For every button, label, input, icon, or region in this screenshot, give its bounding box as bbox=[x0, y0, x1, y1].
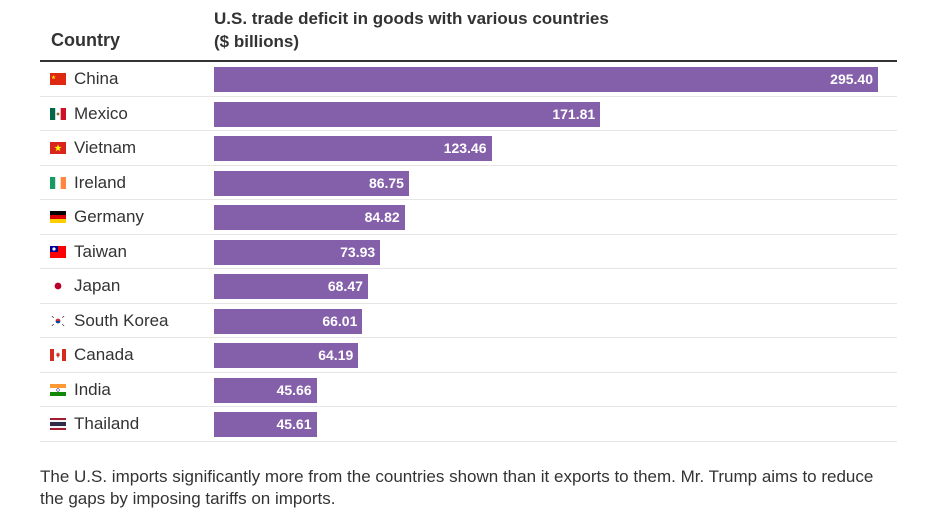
bar: 73.93 bbox=[214, 239, 381, 265]
bar: 295.40 bbox=[214, 67, 878, 92]
chart-title-line-1: U.S. trade deficit in goods with various… bbox=[214, 9, 609, 28]
bar-value-label: 171.81 bbox=[552, 105, 596, 122]
bar-value-label: 66.01 bbox=[322, 312, 358, 329]
bar-value-label: 295.40 bbox=[830, 71, 873, 87]
bar: 86.75 bbox=[214, 170, 409, 196]
country-label: Taiwan bbox=[74, 241, 127, 261]
bar-value-label: 123.46 bbox=[443, 140, 487, 156]
ireland-flag-icon bbox=[50, 176, 66, 189]
country-label: South Korea bbox=[74, 310, 169, 330]
bar: 171.81 bbox=[214, 101, 601, 127]
country-label: India bbox=[74, 379, 111, 399]
mexico-flag-icon bbox=[50, 107, 66, 120]
table-row: South Korea 66.01 bbox=[40, 304, 897, 338]
bar-value-label: 73.93 bbox=[340, 243, 376, 260]
country-label: Thailand bbox=[74, 414, 140, 433]
bar-value-label: 45.66 bbox=[276, 381, 312, 398]
country-label: Germany bbox=[74, 207, 144, 226]
bar: 123.46 bbox=[214, 136, 492, 161]
country-label: Canada bbox=[74, 345, 134, 364]
bar-value-label: 45.61 bbox=[276, 416, 312, 432]
taiwan-flag-icon bbox=[50, 245, 66, 258]
bar: 45.66 bbox=[214, 377, 317, 403]
table-row: Ireland 86.75 bbox=[40, 166, 897, 200]
bar: 64.19 bbox=[214, 343, 359, 368]
germany-flag-icon bbox=[50, 211, 66, 223]
bar-value-label: 84.82 bbox=[364, 209, 400, 225]
table-row: Mexico 171.81 bbox=[40, 97, 897, 131]
bar-value-label: 68.47 bbox=[327, 278, 363, 294]
canada-flag-icon bbox=[50, 349, 66, 361]
japan-flag-icon bbox=[50, 280, 66, 292]
table-row: Canada 64.19 bbox=[40, 338, 897, 373]
chart-title: U.S. trade deficit in goods with various… bbox=[214, 7, 609, 53]
vietnam-flag-icon bbox=[50, 142, 66, 154]
chart-title-line-2: ($ billions) bbox=[214, 32, 299, 51]
bar: 66.01 bbox=[214, 308, 363, 334]
country-label: Vietnam bbox=[74, 138, 137, 157]
country-column-header: Country bbox=[51, 30, 120, 50]
table-row: Vietnam 123.46 bbox=[40, 131, 897, 166]
table-row: Thailand 45.61 bbox=[40, 407, 897, 442]
bar-value-label: 86.75 bbox=[368, 174, 404, 191]
china-flag-icon bbox=[50, 73, 66, 85]
bar: 68.47 bbox=[214, 274, 368, 299]
table-row: Taiwan 73.93 bbox=[40, 235, 897, 269]
table-row: Japan 68.47 bbox=[40, 269, 897, 304]
table-row: China 295.40 bbox=[40, 62, 897, 97]
header-divider bbox=[40, 60, 897, 62]
south-korea-flag-icon bbox=[50, 314, 66, 327]
bar: 84.82 bbox=[214, 205, 405, 230]
table-row: Germany 84.82 bbox=[40, 200, 897, 235]
india-flag-icon bbox=[50, 383, 66, 396]
country-label: China bbox=[74, 69, 119, 88]
table-header: Country U.S. trade deficit in goods with… bbox=[0, 0, 950, 62]
table-row: India 45.66 bbox=[40, 373, 897, 407]
thailand-flag-icon bbox=[50, 418, 66, 430]
chart-note: The U.S. imports significantly more from… bbox=[40, 467, 874, 508]
bar: 45.61 bbox=[214, 412, 317, 437]
country-label: Japan bbox=[74, 276, 121, 295]
country-label: Ireland bbox=[74, 172, 126, 192]
country-label: Mexico bbox=[74, 103, 128, 123]
bar-value-label: 64.19 bbox=[318, 347, 354, 363]
